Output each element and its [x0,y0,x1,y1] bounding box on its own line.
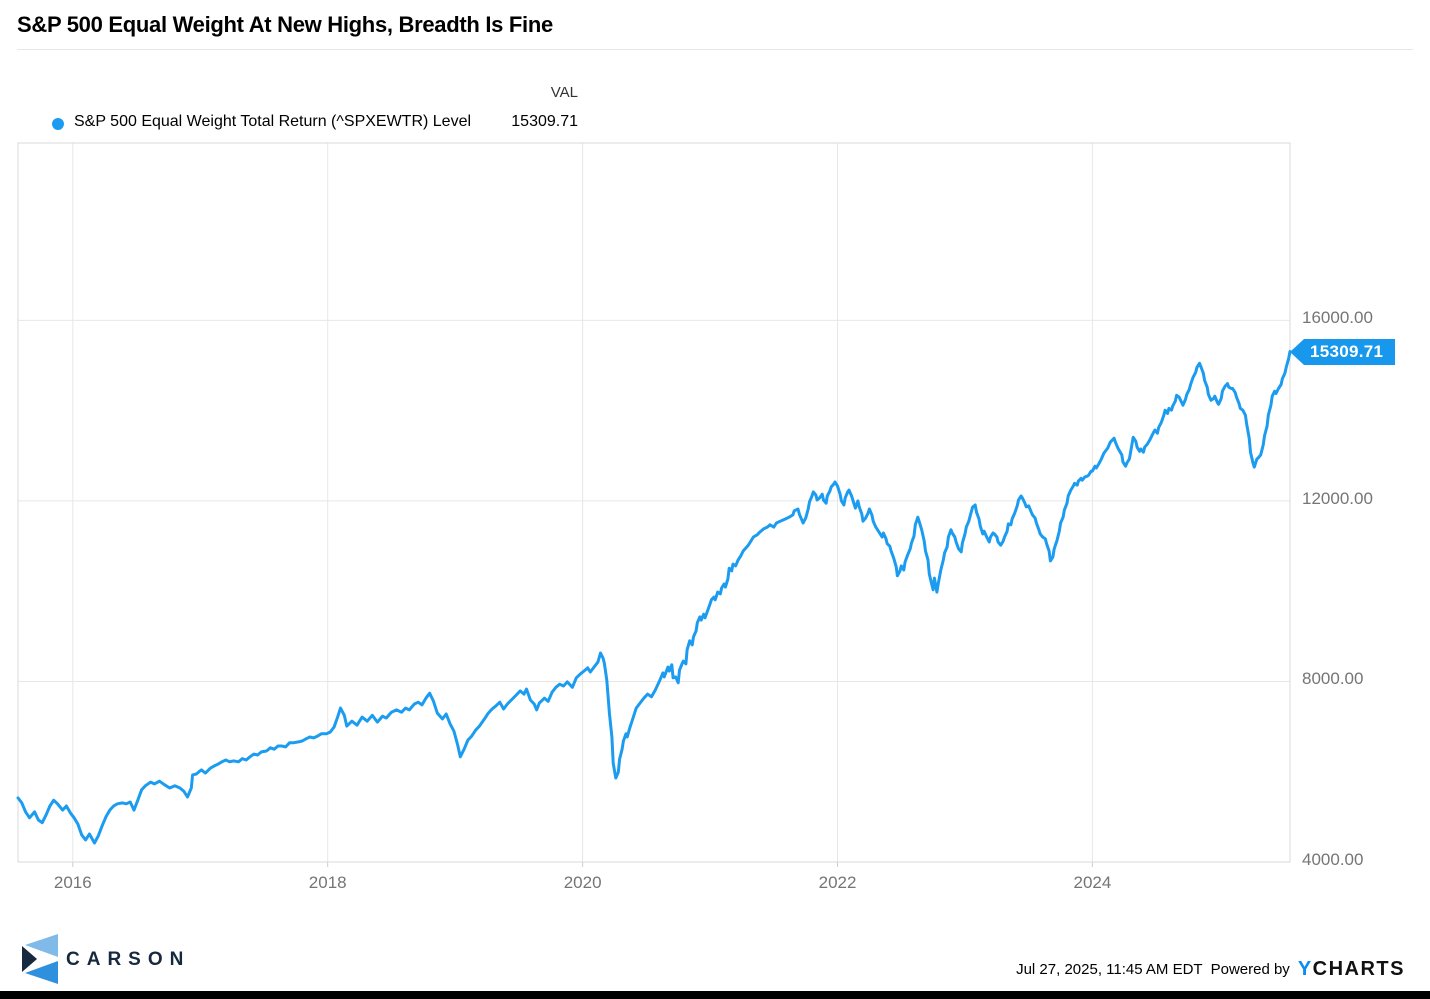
ycharts-y-letter: Y [1297,958,1313,980]
legend-series-label: S&P 500 Equal Weight Total Return (^SPXE… [74,113,472,130]
carson-logo-icon [22,934,58,984]
ycharts-charts-letters: CHARTS [1312,958,1405,980]
legend-series-value: 15309.71 [511,113,578,130]
legend-series-dot-icon [52,118,64,130]
timestamp: Jul 27, 2025, 11:45 AM EDT [1016,961,1203,978]
y-axis-label: 8000.00 [1302,669,1364,689]
x-axis-label: 2022 [818,873,857,892]
legend-val-header: VAL [550,84,578,101]
x-axis-label: 2018 [308,873,347,892]
y-axis-label: 12000.00 [1302,488,1373,508]
x-axis-label: 2020 [563,873,602,892]
page-title: S&P 500 Equal Weight At New Highs, Bread… [17,12,553,37]
carson-wordmark: CARSON [66,949,191,970]
title-divider [17,49,1413,50]
powered-by-label: Powered by [1210,961,1290,978]
bottom-black-bar [0,991,1430,999]
y-axis-label: 4000.00 [1302,850,1364,869]
ycharts-logo: YCHARTS [1298,958,1405,981]
x-axis-label: 2024 [1073,873,1112,892]
plot-border [17,142,1291,863]
y-axis-label: 16000.00 [1302,308,1373,328]
series-line [16,350,1292,845]
x-axis-label: 2016 [53,873,92,892]
last-value-tag: 15309.71 [1290,339,1396,365]
byline: Jul 27, 2025, 11:45 AM EDT Powered by YC… [1016,958,1405,981]
